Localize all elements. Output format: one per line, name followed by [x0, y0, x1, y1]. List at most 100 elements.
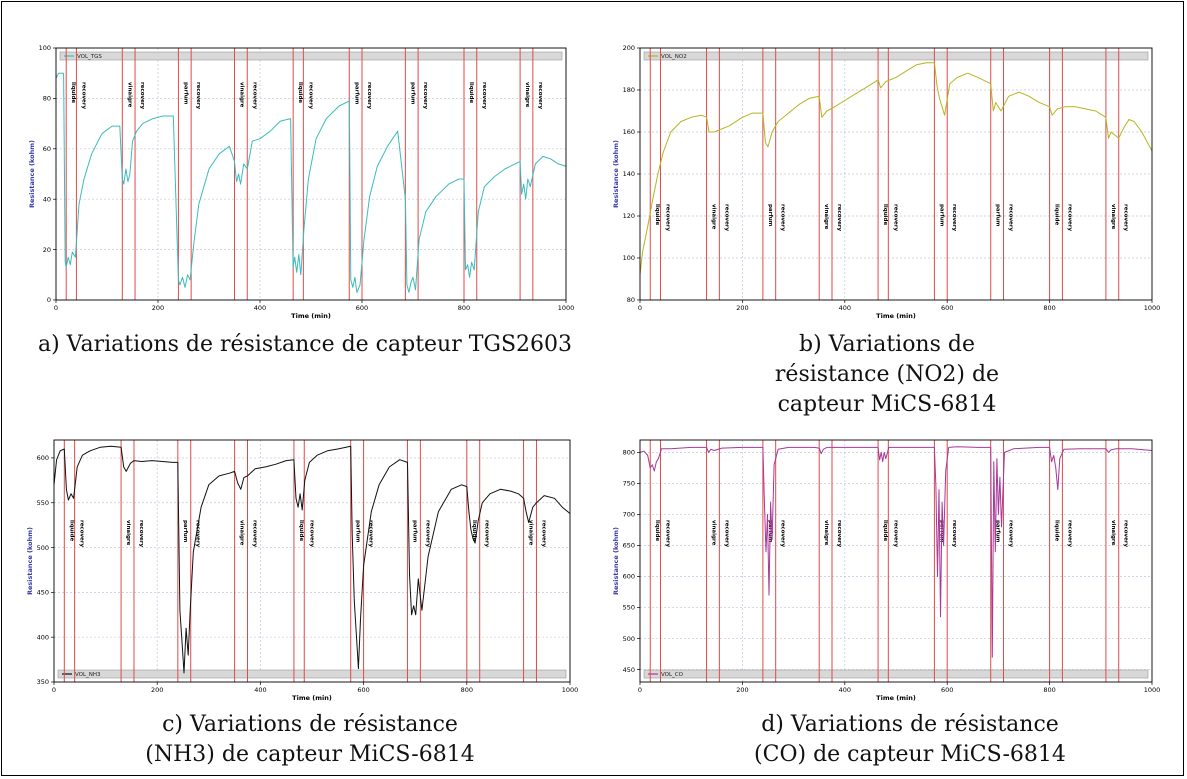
x-tick-label: 800	[458, 304, 470, 312]
chart-nh3: VOL_NH3 liquide recovery vinaigre recovery pa…	[26, 439, 578, 702]
caption-c: c) Variations de résistance (NH3) de cap…	[145, 712, 475, 767]
event-label: liquide	[654, 520, 660, 541]
caption-b: b) Variations de résistance (NO2) de cap…	[774, 332, 1000, 417]
event-label: parfum	[411, 520, 417, 543]
y-tick-label: 450	[623, 666, 635, 674]
x-axis-label: Time (min)	[876, 694, 916, 702]
event-label: vinaigre	[1110, 204, 1116, 230]
caption-a: a) Variations de résistance de capteur T…	[37, 332, 573, 357]
x-tick-label: 0	[52, 686, 56, 694]
event-label: recovery	[79, 520, 85, 548]
event-label: recovery	[1066, 204, 1072, 232]
y-tick-label: 700	[623, 511, 635, 519]
event-label: recovery	[540, 520, 546, 548]
event-label: vinaigre	[823, 520, 829, 546]
legend-box	[59, 51, 563, 61]
x-tick-label: 400	[254, 686, 266, 694]
y-axis-label: Resistance (kohm)	[612, 527, 620, 595]
y-tick-label: 180	[623, 86, 635, 94]
y-tick-label: 500	[37, 544, 49, 552]
x-tick-label: 0	[638, 304, 642, 312]
legend-label: VOL_NO2	[661, 54, 687, 60]
y-tick-label: 600	[37, 454, 49, 462]
event-label: liquide	[298, 520, 304, 541]
x-axis-label: Time (min)	[292, 694, 332, 702]
event-label: liquide	[68, 520, 74, 541]
y-tick-label: 120	[623, 212, 635, 220]
event-label: parfum	[409, 82, 415, 105]
caption-d: d) Variations de résistance (CO) de capt…	[754, 712, 1066, 767]
event-label: liquide	[882, 204, 888, 225]
legend-box	[643, 669, 1149, 679]
event-label: recovery	[139, 82, 145, 110]
y-tick-label: 20	[43, 246, 51, 254]
event-label: recovery	[664, 204, 670, 232]
event-label: parfum	[995, 204, 1001, 227]
y-tick-label: 80	[43, 95, 51, 103]
plot-area	[640, 440, 1152, 682]
event-label: liquide	[70, 82, 76, 103]
event-label: recovery	[1123, 520, 1129, 548]
x-tick-label: 800	[461, 686, 473, 694]
event-label: recovery	[307, 82, 313, 110]
event-label: recovery	[664, 520, 670, 548]
series-line-vol-no2	[639, 62, 1153, 275]
chart-panel-d: VOL_CO liquide recovery vinaigre recovery par…	[608, 432, 1164, 704]
event-label: recovery	[723, 204, 729, 232]
legend-box	[643, 51, 1149, 61]
event-label: recovery	[1066, 520, 1072, 548]
event-label: recovery	[892, 204, 898, 232]
event-label: parfum	[938, 204, 944, 227]
event-label: recovery	[951, 520, 957, 548]
event-label: vinaigre	[126, 82, 132, 108]
event-label: recovery	[195, 520, 201, 548]
event-label: parfum	[995, 520, 1001, 543]
y-axis-label: Resistance (kohm)	[26, 527, 34, 595]
x-tick-label: 200	[152, 304, 164, 312]
axes-frame	[639, 439, 1153, 683]
y-tick-label: 550	[623, 604, 635, 612]
event-label: parfum	[353, 82, 359, 105]
x-tick-label: 400	[839, 686, 851, 694]
y-tick-label: 100	[39, 44, 51, 52]
x-tick-label: 200	[736, 304, 748, 312]
x-tick-label: 600	[356, 304, 368, 312]
y-tick-label: 650	[623, 542, 635, 550]
event-label: vinaigre	[239, 82, 245, 108]
x-tick-label: 600	[941, 686, 953, 694]
event-label: recovery	[1008, 204, 1014, 232]
event-label: parfum	[182, 520, 188, 543]
event-label: recovery	[138, 520, 144, 548]
axes-frame	[53, 439, 571, 683]
event-label: recovery	[195, 82, 201, 110]
event-label: recovery	[537, 82, 543, 110]
x-tick-label: 600	[941, 304, 953, 312]
event-label: liquide	[297, 82, 303, 103]
y-tick-label: 80	[627, 296, 635, 304]
y-tick-label: 60	[43, 145, 51, 153]
y-tick-label: 40	[43, 195, 51, 203]
event-label: parfum	[355, 520, 361, 543]
event-label: recovery	[836, 520, 842, 548]
legend-label: VOL_NH3	[75, 672, 101, 678]
y-tick-label: 450	[37, 589, 49, 597]
y-tick-label: 160	[623, 128, 635, 136]
x-tick-label: 1000	[558, 304, 575, 312]
x-tick-label: 600	[357, 686, 369, 694]
event-label: recovery	[951, 204, 957, 232]
event-label: recovery	[1123, 204, 1129, 232]
event-label: liquide	[1054, 520, 1060, 541]
y-tick-label: 100	[623, 254, 635, 262]
event-label: vinaigre	[239, 520, 245, 546]
y-tick-label: 600	[623, 573, 635, 581]
y-tick-label: 800	[623, 449, 635, 457]
event-label: parfum	[767, 204, 773, 227]
x-tick-label: 200	[736, 686, 748, 694]
event-label: vinaigre	[1110, 520, 1116, 546]
y-tick-label: 0	[47, 296, 51, 304]
series-line-vol-co	[639, 446, 1153, 658]
y-tick-label: 200	[623, 44, 635, 52]
event-label: liquide	[468, 82, 474, 103]
event-label: recovery	[424, 520, 430, 548]
plot-area	[56, 48, 566, 300]
